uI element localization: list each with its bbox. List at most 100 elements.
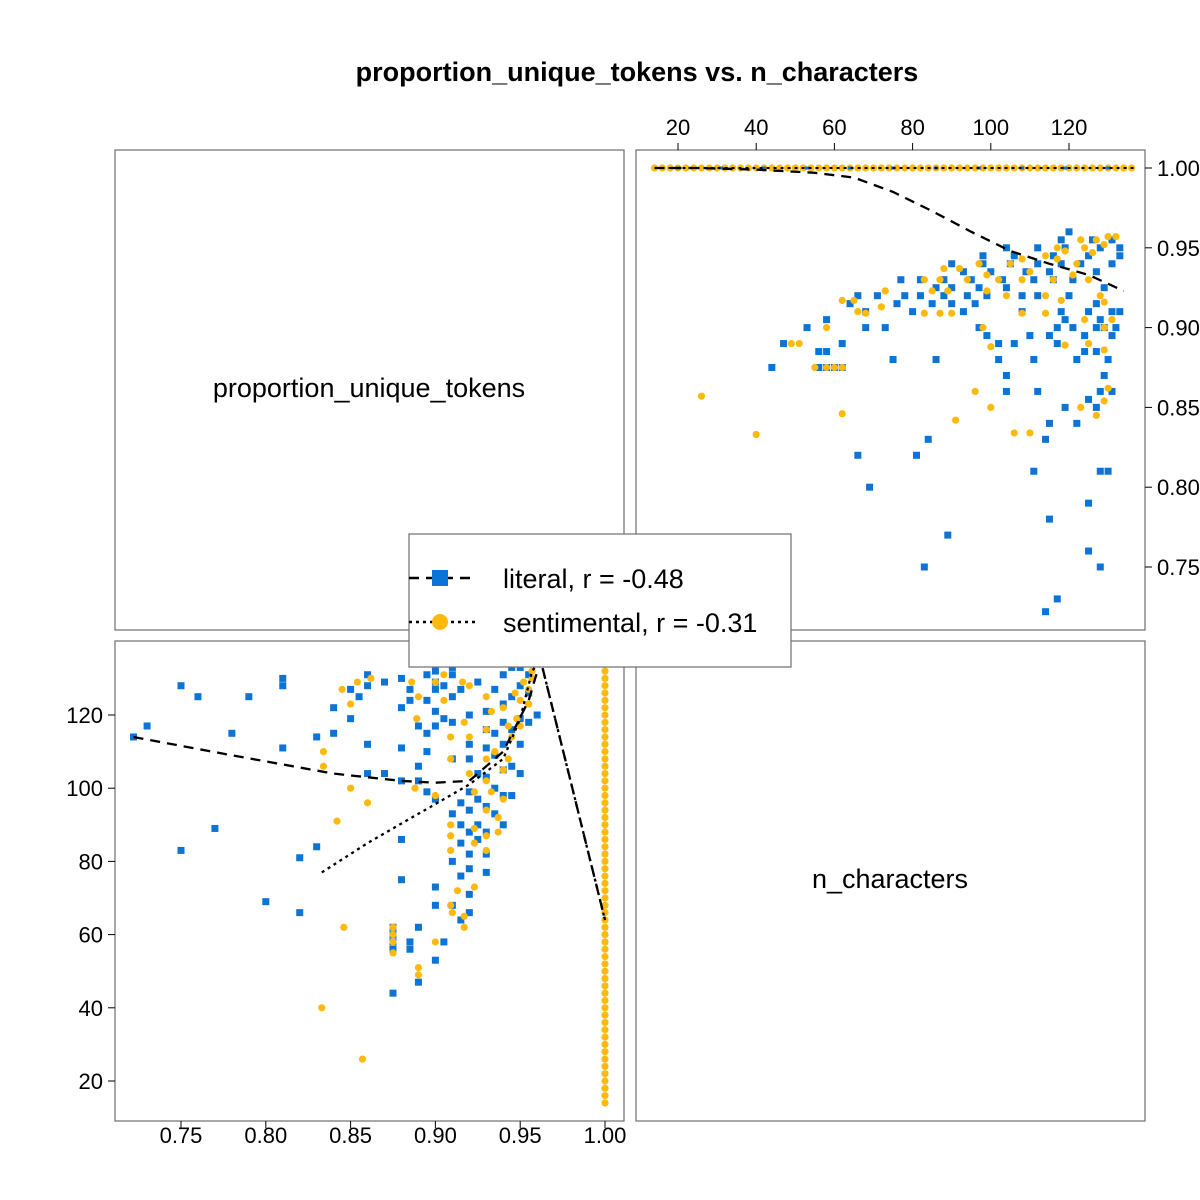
literal-point	[397, 744, 405, 752]
sentimental-point	[822, 324, 831, 332]
sentimental-point	[862, 309, 870, 317]
literal-point	[482, 828, 490, 836]
literal-point	[397, 777, 405, 785]
sentimental-point	[1026, 429, 1034, 437]
sentimental-point	[414, 693, 423, 701]
literal-point	[491, 729, 499, 737]
literal-point	[924, 435, 932, 443]
chart-title: proportion_unique_tokens vs. n_character…	[356, 57, 919, 87]
literal-point	[457, 916, 465, 924]
literal-point	[457, 685, 465, 693]
literal-point	[948, 284, 956, 292]
sentimental-point	[601, 945, 609, 953]
literal-point	[448, 857, 456, 865]
sentimental-point	[1049, 276, 1057, 284]
sentimental-point	[697, 392, 706, 400]
literal-point	[262, 898, 270, 906]
literal-point	[423, 748, 431, 756]
sentimental-point	[838, 296, 846, 305]
sentimental-point	[601, 806, 609, 814]
literal-point	[482, 707, 490, 715]
sentimental-point	[389, 923, 397, 931]
literal-point	[406, 685, 414, 693]
sentimental-point	[1100, 298, 1108, 306]
literal-point	[983, 292, 991, 300]
literal-smooth-line	[654, 166, 1125, 292]
sentimental-point	[1092, 411, 1100, 419]
literal-point	[1100, 371, 1108, 379]
sentimental-point	[499, 766, 507, 774]
sentimental-point	[838, 410, 846, 418]
literal-point	[1085, 308, 1093, 316]
literal-point	[873, 292, 881, 300]
sentimental-point	[447, 846, 455, 855]
literal-point	[431, 883, 439, 891]
sentimental-point	[601, 894, 609, 902]
sentimental-point	[979, 324, 987, 332]
sentimental-point	[601, 799, 609, 807]
literal-point	[823, 316, 831, 324]
literal-point	[440, 682, 448, 690]
sentimental-point	[838, 164, 846, 172]
literal-point	[1002, 284, 1010, 292]
literal-point	[482, 773, 490, 781]
sentimental-point	[1018, 309, 1026, 317]
literal-point	[1085, 499, 1093, 507]
y-tick-label: 20	[79, 1069, 103, 1094]
literal-point	[525, 671, 533, 679]
literal-point	[457, 839, 465, 847]
literal-point	[397, 704, 405, 712]
literal-point	[932, 356, 940, 364]
sentimental-point	[447, 901, 455, 909]
legend-literal-label: literal, r = -0.48	[503, 564, 684, 594]
sentimental-point	[1092, 236, 1100, 244]
top-tick-label: 40	[744, 115, 768, 140]
sentimental-point	[601, 1062, 609, 1070]
sentimental-point	[1034, 164, 1042, 172]
sentimental-point	[447, 755, 455, 763]
literal-point	[1026, 332, 1034, 340]
sentimental-point	[1096, 292, 1104, 300]
literal-point	[979, 252, 987, 260]
literal-point	[355, 693, 363, 701]
literal-point	[194, 693, 202, 701]
sentimental-point	[447, 733, 455, 741]
sentimental-point	[601, 996, 609, 1005]
right-tick-label: 0.90	[1157, 316, 1200, 341]
sentimental-point	[363, 799, 372, 807]
literal-point	[491, 685, 499, 693]
literal-point	[815, 364, 823, 371]
literal-point	[431, 901, 439, 909]
literal-point	[1088, 236, 1096, 244]
literal-point	[465, 788, 473, 796]
sentimental-point	[487, 788, 495, 796]
sentimental-point	[909, 164, 917, 172]
sentimental-point	[955, 164, 964, 172]
top-tick-label: 20	[666, 115, 690, 140]
literal-point	[780, 340, 788, 348]
sentimental-point	[447, 832, 455, 840]
sentimental-point	[601, 931, 609, 939]
literal-point	[1116, 252, 1124, 260]
legend-box	[408, 533, 792, 668]
sentimental-point	[928, 287, 936, 295]
sentimental-point	[1088, 248, 1097, 257]
sentimental-point	[795, 339, 803, 348]
legend-sentimental-label: sentimental, r = -0.31	[503, 608, 757, 638]
sentimental-point	[1053, 255, 1061, 263]
sentimental-point	[1077, 236, 1085, 244]
sentimental-point	[460, 923, 468, 931]
literal-point	[1108, 236, 1116, 244]
sentimental-point	[431, 678, 439, 686]
sentimental-point	[511, 689, 519, 697]
sentimental-point	[920, 309, 928, 317]
sentimental-point	[948, 309, 956, 317]
sentimental-point	[1096, 164, 1104, 172]
legend-literal-marker	[432, 570, 448, 586]
literal-point	[474, 770, 482, 778]
sentimental-point	[447, 821, 455, 829]
sentimental-point	[519, 678, 528, 686]
sentimental-point	[822, 164, 831, 172]
sentimental-point	[494, 813, 502, 822]
sentimental-point	[830, 363, 839, 372]
